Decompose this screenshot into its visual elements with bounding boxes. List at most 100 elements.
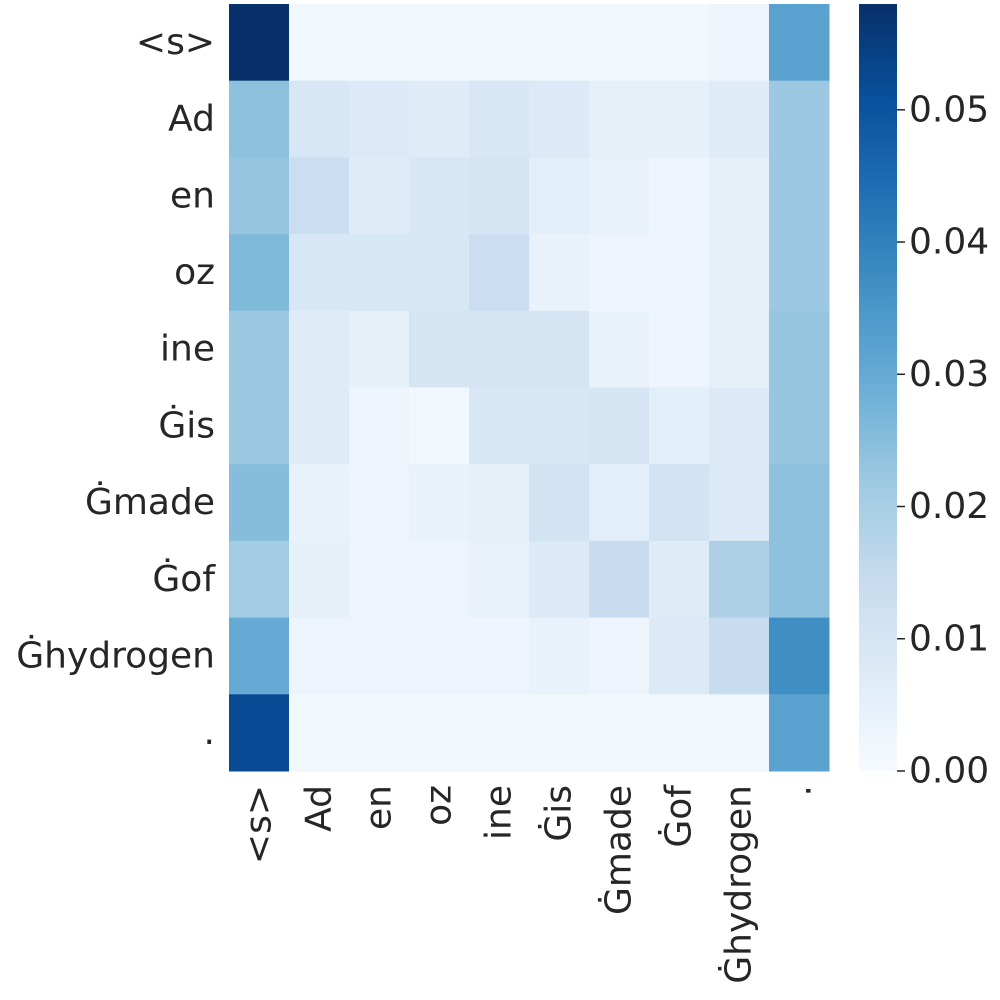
heatmap-cell-8-5	[529, 617, 590, 695]
heatmap-cell-8-1	[289, 617, 350, 695]
heatmap-cell-2-4	[469, 157, 530, 235]
colorbar: 0.00 0.01 0.02 0.03 0.04 0.05	[859, 4, 989, 792]
heatmap-cell-8-8	[709, 617, 770, 695]
heatmap-cell-5-7	[649, 387, 710, 465]
colorbar-tick-label-3: 0.03	[909, 354, 989, 395]
heatmap-cell-8-3	[409, 617, 470, 695]
heatmap-cell-9-2	[349, 694, 410, 772]
x-tick-label-9: .	[779, 785, 820, 796]
heatmap-cell-9-0	[229, 694, 290, 772]
y-tick-label-6: Ġmade	[85, 481, 215, 523]
heatmap-cell-6-6	[589, 464, 650, 542]
heatmap-cell-5-2	[349, 387, 410, 465]
heatmap-cell-3-9	[769, 234, 830, 312]
heatmap-cell-2-1	[289, 157, 350, 235]
heatmap-cell-7-9	[769, 540, 830, 619]
x-tick-label-2: en	[359, 785, 400, 830]
heatmap-cell-1-2	[349, 80, 410, 158]
heatmap-cell-2-9	[769, 157, 830, 235]
heatmap-cell-4-6	[589, 310, 650, 388]
colorbar-tick-label-4: 0.04	[909, 222, 989, 263]
heatmap-cell-3-4	[469, 234, 530, 312]
heatmap-cell-8-0	[229, 617, 290, 695]
heatmap-cell-9-1	[289, 694, 350, 772]
x-tick-label-7: Ġof	[658, 784, 700, 848]
heatmap-cell-7-0	[229, 540, 290, 619]
heatmap-cell-6-3	[409, 464, 470, 542]
heatmap-cell-5-5	[529, 387, 590, 465]
heatmap-cell-3-1	[289, 234, 350, 312]
heatmap-cell-4-8	[709, 310, 770, 388]
colorbar-tick-label-1: 0.01	[909, 618, 989, 659]
heatmap-cell-1-1	[289, 80, 350, 158]
y-tick-label-0: <s>	[136, 22, 215, 63]
heatmap-cell-6-7	[649, 464, 710, 542]
heatmap-cell-9-5	[529, 694, 590, 772]
heatmap-cell-5-8	[709, 387, 770, 465]
colorbar-tick-label-0: 0.00	[909, 751, 989, 792]
heatmap-cell-2-5	[529, 157, 590, 235]
x-tick-label-8: Ġhydrogen	[718, 785, 760, 984]
heatmap-cell-7-1	[289, 540, 350, 619]
heatmap-cell-6-9	[769, 464, 830, 542]
heatmap-cell-6-1	[289, 464, 350, 542]
heatmap-cell-7-2	[349, 540, 410, 619]
y-tick-label-9: .	[204, 712, 215, 753]
heatmap-cell-0-2	[349, 4, 410, 82]
heatmap-cell-5-4	[469, 387, 530, 465]
x-tick-label-4: ine	[479, 785, 520, 840]
colorbar-tick-label-5: 0.05	[909, 89, 989, 130]
heatmap-cell-0-1	[289, 4, 350, 82]
heatmap-cell-1-3	[409, 80, 470, 158]
heatmap-cell-4-3	[409, 310, 470, 388]
heatmap-cell-7-4	[469, 540, 530, 619]
x-tick-label-5: Ġis	[538, 785, 580, 842]
heatmap-cell-7-3	[409, 540, 470, 619]
heatmap-cell-0-3	[409, 4, 470, 82]
y-axis-labels: <s> Ad en oz ine Ġis Ġmade Ġof Ġhydrogen.	[16, 22, 216, 753]
heatmap-cell-9-9	[769, 694, 830, 772]
heatmap-cell-8-2	[349, 617, 410, 695]
heatmap-cell-7-5	[529, 540, 590, 619]
heatmap-cell-1-0	[229, 80, 290, 158]
heatmap-cell-3-0	[229, 234, 290, 312]
heatmap-cell-1-9	[769, 80, 830, 158]
y-tick-label-1: Ad	[168, 99, 215, 140]
heatmap-cell-4-2	[349, 310, 410, 388]
y-tick-label-5: Ġis	[158, 404, 215, 446]
heatmap-cell-4-4	[469, 310, 530, 388]
heatmap-cell-3-3	[409, 234, 470, 312]
heatmap-cell-2-2	[349, 157, 410, 235]
heatmap-cell-5-3	[409, 387, 470, 465]
x-tick-label-0: <s>	[239, 785, 280, 864]
heatmap-cell-8-6	[589, 617, 650, 695]
heatmap-cell-0-5	[529, 4, 590, 82]
heatmap-cell-8-9	[769, 617, 830, 695]
heatmap-cell-4-0	[229, 310, 290, 388]
heatmap-cells	[229, 4, 830, 772]
heatmap-cell-0-6	[589, 4, 650, 82]
heatmap-cell-3-5	[529, 234, 590, 312]
heatmap-cell-3-8	[709, 234, 770, 312]
heatmap-cell-6-5	[529, 464, 590, 542]
heatmap-cell-7-8	[709, 540, 770, 619]
heatmap-cell-1-6	[589, 80, 650, 158]
y-tick-label-4: ine	[160, 329, 215, 370]
heatmap-cell-6-4	[469, 464, 530, 542]
y-tick-label-7: Ġof	[152, 558, 216, 600]
heatmap-cell-7-7	[649, 540, 710, 619]
heatmap-cell-4-9	[769, 310, 830, 388]
x-tick-label-1: Ad	[299, 785, 340, 832]
y-tick-label-2: en	[170, 175, 215, 216]
x-axis-labels: <s> Ad en oz ine Ġis Ġmade Ġof Ġhydrogen.	[239, 784, 820, 984]
heatmap-cell-9-6	[589, 694, 650, 772]
heatmap-cell-1-8	[709, 80, 770, 158]
y-tick-label-3: oz	[174, 252, 215, 293]
heatmap-cell-0-4	[469, 4, 530, 82]
heatmap-cell-4-5	[529, 310, 590, 388]
heatmap-cell-8-4	[469, 617, 530, 695]
heatmap-cell-4-7	[649, 310, 710, 388]
heatmap-cell-5-9	[769, 387, 830, 465]
colorbar-gradient	[859, 4, 897, 771]
